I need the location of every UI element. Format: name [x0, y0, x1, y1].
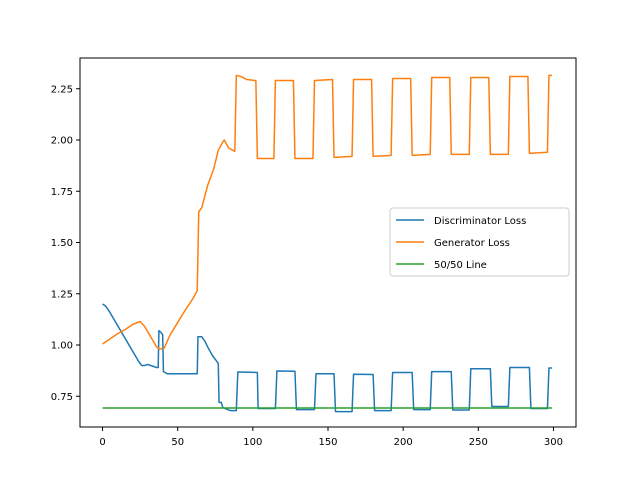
legend-label: Discriminator Loss [434, 216, 526, 227]
x-tick-label: 50 [171, 437, 184, 448]
y-tick-label: 1.50 [51, 238, 73, 249]
series-line-discriminator-loss [102, 303, 552, 413]
x-tick-label: 150 [318, 437, 337, 448]
legend-label: 50/50 Line [434, 260, 487, 271]
y-tick-label: 2.25 [51, 84, 73, 95]
legend-box [389, 207, 570, 277]
y-tick-label: 1.00 [51, 341, 73, 352]
legend-label: Generator Loss [434, 238, 510, 249]
series-layer [102, 74, 552, 413]
y-tick-label: 0.75 [51, 392, 73, 403]
y-tick-label: 2.00 [51, 136, 73, 147]
x-tick-label: 300 [544, 437, 563, 448]
series-line-generator-loss [102, 74, 552, 350]
legend: Discriminator Loss Generator Loss 50/50 Li… [389, 207, 570, 277]
x-tick-label: 200 [394, 437, 413, 448]
y-tick-label: 1.75 [51, 187, 73, 198]
y-tick-label: 1.25 [51, 289, 73, 300]
y-axis: 0.75 1.00 1.25 1.50 1.75 2.00 2.25 [51, 84, 80, 403]
x-tick-label: 250 [469, 437, 488, 448]
axes-frame [79, 57, 577, 428]
x-axis: 0 50 100 150 200 250 300 [99, 427, 563, 448]
x-tick-label: 0 [99, 437, 105, 448]
x-tick-label: 100 [243, 437, 262, 448]
